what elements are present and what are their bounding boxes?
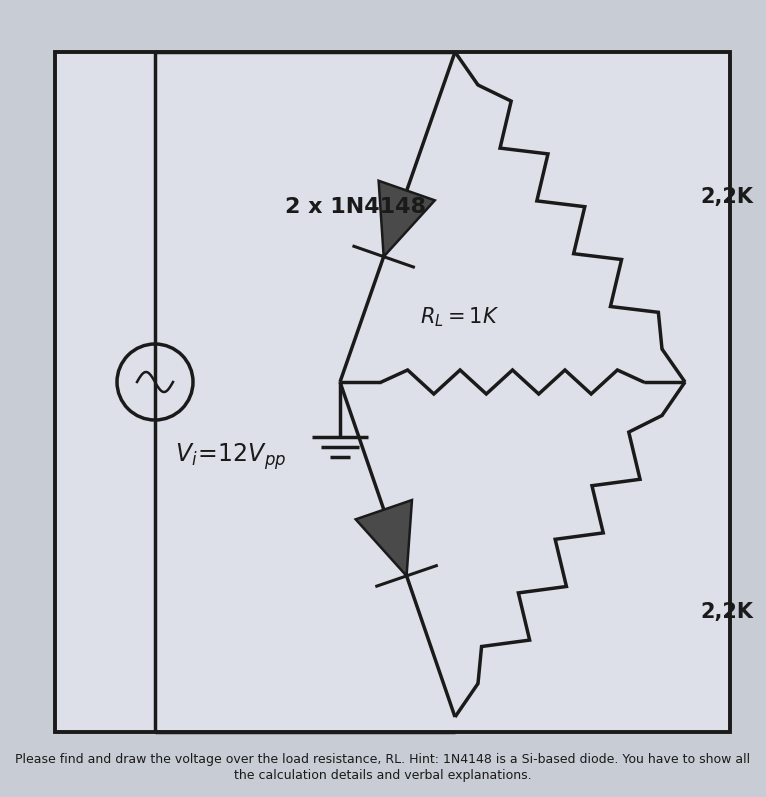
Text: Please find and draw the voltage over the load resistance, RL. Hint: 1N4148 is a: Please find and draw the voltage over th…: [15, 753, 751, 767]
Text: the calculation details and verbal explanations.: the calculation details and verbal expla…: [234, 768, 532, 782]
Bar: [55, 52, 730, 732]
Polygon shape: [355, 500, 412, 576]
Text: $V_i\!=\!12V_{pp}$: $V_i\!=\!12V_{pp}$: [175, 442, 286, 473]
Text: 2 x 1N4148: 2 x 1N4148: [285, 197, 426, 217]
Polygon shape: [378, 181, 435, 257]
Text: $R_L = 1K$: $R_L = 1K$: [421, 305, 499, 329]
Text: 2,2K: 2,2K: [700, 187, 753, 207]
Text: 2,2K: 2,2K: [700, 602, 753, 622]
